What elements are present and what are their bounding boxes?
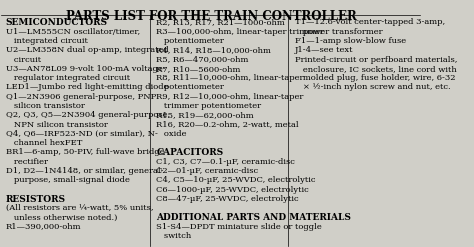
Text: channel hexFET: channel hexFET <box>6 139 82 147</box>
Text: C6—1000-µF, 25-WVDC, electrolytic: C6—1000-µF, 25-WVDC, electrolytic <box>156 185 309 194</box>
Text: molded plug, fuse holder, wire, 6-32: molded plug, fuse holder, wire, 6-32 <box>295 74 455 82</box>
Text: trimmer potentiometer: trimmer potentiometer <box>156 102 262 110</box>
Text: silicon transistor: silicon transistor <box>6 102 84 110</box>
Text: R9, R12—10,000-ohm, linear-taper: R9, R12—10,000-ohm, linear-taper <box>156 93 304 101</box>
Text: R4, R14, R18—10,000-ohm: R4, R14, R18—10,000-ohm <box>156 46 271 54</box>
Text: C1, C3, C7—0.1-µF, ceramic-disc: C1, C3, C7—0.1-µF, ceramic-disc <box>156 158 295 166</box>
Text: Q1—2N3906 general-purpose, PNP: Q1—2N3906 general-purpose, PNP <box>6 93 156 101</box>
Text: switch: switch <box>156 232 191 240</box>
Text: purpose, small-signal diode: purpose, small-signal diode <box>6 176 129 184</box>
Text: C4, C5—10-µF, 25-WVDC, electrolytic: C4, C5—10-µF, 25-WVDC, electrolytic <box>156 176 316 184</box>
Text: RESISTORS: RESISTORS <box>6 195 65 204</box>
Text: LED1—Jumbo red light-emitting diode: LED1—Jumbo red light-emitting diode <box>6 83 168 91</box>
Text: U3—AN78L09 9-volt 100-mA voltage-: U3—AN78L09 9-volt 100-mA voltage- <box>6 65 165 73</box>
Text: C2—01-µF, ceramic-disc: C2—01-µF, ceramic-disc <box>156 167 258 175</box>
Text: R16, R20—0.2-ohm, 2-watt, metal: R16, R20—0.2-ohm, 2-watt, metal <box>156 121 299 129</box>
Text: R3—100,000-ohm, linear-taper trimmer: R3—100,000-ohm, linear-taper trimmer <box>156 28 324 36</box>
Text: R15, R19—62,000-ohm: R15, R19—62,000-ohm <box>156 111 254 119</box>
Text: NPN silicon transistor: NPN silicon transistor <box>6 121 108 129</box>
Text: circuit: circuit <box>6 56 41 64</box>
Text: BR1—6-amp, 50-PIV, full-wave bridge: BR1—6-amp, 50-PIV, full-wave bridge <box>6 148 164 156</box>
Text: unless otherwise noted.): unless otherwise noted.) <box>6 213 117 221</box>
Text: D1, D2—1N4148, or similar, general-: D1, D2—1N4148, or similar, general- <box>6 167 163 175</box>
Text: J1-4—see text: J1-4—see text <box>295 46 353 54</box>
Text: CAPACITORS: CAPACITORS <box>156 148 224 157</box>
Text: enclosure, IC sockets, line cord with: enclosure, IC sockets, line cord with <box>295 65 456 73</box>
Text: ADDITIONAL PARTS AND MATERIALS: ADDITIONAL PARTS AND MATERIALS <box>156 213 351 222</box>
Text: U2—LM358N dual op-amp, integrated: U2—LM358N dual op-amp, integrated <box>6 46 168 54</box>
Text: power transformer: power transformer <box>295 28 383 36</box>
Text: F1—1-amp slow-blow fuse: F1—1-amp slow-blow fuse <box>295 37 406 45</box>
Text: regulator integrated circuit: regulator integrated circuit <box>6 74 130 82</box>
Text: Q2, Q3, Q5—2N3904 general-purpose,: Q2, Q3, Q5—2N3904 general-purpose, <box>6 111 170 119</box>
Text: × ½-inch nylon screw and nut, etc.: × ½-inch nylon screw and nut, etc. <box>295 83 450 91</box>
Text: C8—47-µF, 25-WVDC, electrolytic: C8—47-µF, 25-WVDC, electrolytic <box>156 195 299 203</box>
Text: integrated circuit: integrated circuit <box>6 37 88 45</box>
Text: R2, R13, R17, R21—1000-ohm: R2, R13, R17, R21—1000-ohm <box>156 19 285 26</box>
Text: oxide: oxide <box>156 130 187 138</box>
Text: (All resistors are ¼-watt, 5% units,: (All resistors are ¼-watt, 5% units, <box>6 204 153 212</box>
Text: S1-S4—DPDT miniature slide or toggle: S1-S4—DPDT miniature slide or toggle <box>156 223 322 231</box>
Text: potentiometer: potentiometer <box>156 37 224 45</box>
Text: R5, R6—470,000-ohm: R5, R6—470,000-ohm <box>156 56 249 64</box>
Text: PARTS LIST FOR THE TRAIN CONTROLLER: PARTS LIST FOR THE TRAIN CONTROLLER <box>65 10 356 23</box>
Text: R1—390,000-ohm: R1—390,000-ohm <box>6 223 81 231</box>
Text: SEMICONDUCTORS: SEMICONDUCTORS <box>6 19 108 27</box>
Text: T1—12.6-volt center-tapped 3-amp,: T1—12.6-volt center-tapped 3-amp, <box>295 19 445 26</box>
Text: Printed-circuit or perfboard materials,: Printed-circuit or perfboard materials, <box>295 56 457 64</box>
Text: U1—LM555CN oscillator/timer,: U1—LM555CN oscillator/timer, <box>6 28 140 36</box>
Text: potentiometer: potentiometer <box>156 83 224 91</box>
Text: R8, R11—10,000-ohm, linear-taper: R8, R11—10,000-ohm, linear-taper <box>156 74 304 82</box>
Text: Q4, Q6—IRF523-ND (or similar), N-: Q4, Q6—IRF523-ND (or similar), N- <box>6 130 157 138</box>
Text: R7, R10—5600-ohm: R7, R10—5600-ohm <box>156 65 241 73</box>
Text: rectifier: rectifier <box>6 158 47 166</box>
